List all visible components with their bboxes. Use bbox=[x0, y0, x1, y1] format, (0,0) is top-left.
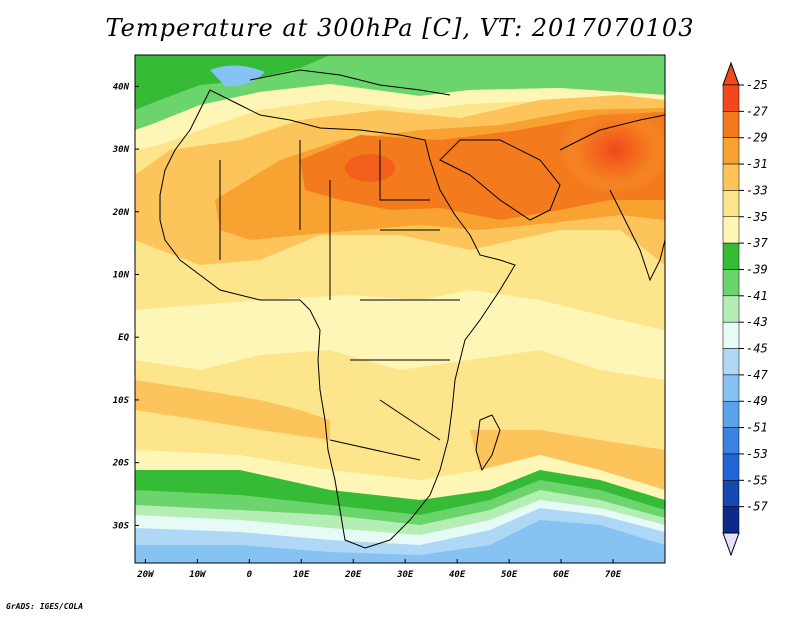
temperature-field bbox=[135, 55, 665, 563]
colorbar-bottom-arrow bbox=[722, 532, 740, 557]
colorbar-label: -51 bbox=[746, 421, 768, 435]
colorbar-top-arrow bbox=[722, 61, 740, 86]
colorbar-swatch bbox=[722, 163, 740, 191]
colorbar-label: -49 bbox=[746, 394, 768, 408]
lon-tick-label: 70E bbox=[605, 570, 622, 580]
lat-tick-label: 30N bbox=[112, 145, 130, 155]
colorbar-swatch bbox=[722, 269, 740, 297]
lon-tick-label: 0 bbox=[247, 570, 253, 580]
lat-tick-label: 10N bbox=[113, 271, 130, 281]
colorbar-label: -57 bbox=[746, 500, 768, 514]
lon-tick-label: 40E bbox=[449, 570, 466, 580]
colorbar-swatch bbox=[722, 506, 740, 534]
colorbar-swatch bbox=[722, 374, 740, 402]
colorbar-swatch bbox=[722, 190, 740, 218]
colorbar-label: -29 bbox=[746, 131, 768, 145]
colorbar-label: -39 bbox=[746, 262, 768, 276]
lat-tick-label: 30S bbox=[112, 521, 130, 531]
colorbar-label: -41 bbox=[746, 289, 768, 303]
lat-tick-label: EQ bbox=[118, 333, 129, 343]
colorbar-swatch bbox=[722, 242, 740, 270]
colorbar-swatch bbox=[722, 453, 740, 481]
coastlines bbox=[159, 69, 665, 549]
lon-tick-label: 20E bbox=[344, 570, 362, 580]
colorbar-swatch bbox=[722, 295, 740, 323]
lon-tick-label: 60E bbox=[553, 570, 570, 580]
colorbar-swatch bbox=[722, 348, 740, 376]
colorbar-swatch bbox=[722, 321, 740, 349]
colorbar-label: -31 bbox=[746, 157, 768, 171]
colorbar-label: -33 bbox=[746, 183, 768, 197]
colorbar-swatch bbox=[722, 216, 740, 244]
colorbar-label: -37 bbox=[746, 236, 768, 250]
colorbar-swatch bbox=[722, 427, 740, 455]
colorbar-swatch bbox=[722, 84, 740, 112]
latitude-axis: 40N 30N 20N 10N EQ 10S 20S 30S bbox=[112, 82, 139, 531]
colorbar-swatch bbox=[722, 137, 740, 165]
map-title: Temperature at 300hPa [C], VT: 201707010… bbox=[105, 14, 695, 42]
colorbar-swatch bbox=[722, 480, 740, 507]
colorbar-label: -55 bbox=[746, 473, 768, 487]
lat-tick-label: 10S bbox=[113, 396, 130, 406]
colorbar-label: -53 bbox=[746, 447, 768, 461]
colorbar-label: -25 bbox=[746, 78, 768, 92]
lon-tick-label: 50E bbox=[501, 570, 518, 580]
colorbar-label: -45 bbox=[746, 342, 768, 356]
colorbar-swatch bbox=[722, 111, 740, 138]
lon-tick-label: 10E bbox=[293, 570, 310, 580]
lon-tick-label: 20W bbox=[136, 570, 155, 580]
longitude-axis: 20W 10W 0 10E 20E 30E 40E 50E 60E 70E bbox=[136, 559, 622, 580]
lon-tick-label: 30E bbox=[396, 570, 414, 580]
colorbar-label: -27 bbox=[746, 104, 768, 118]
credit-text: GrADS: IGES/COLA bbox=[6, 602, 84, 611]
lon-tick-label: 10W bbox=[189, 570, 207, 580]
colorbar-swatch bbox=[722, 400, 740, 428]
plot-frame bbox=[134, 54, 666, 564]
colorbar-label: -35 bbox=[746, 210, 768, 224]
colorbar: -25 -27 -29 -31 -33 -35 -37 -39 -41 -43 -45 -47 -49 -… bbox=[722, 61, 768, 557]
colorbar-label: -47 bbox=[746, 368, 768, 382]
colorbar-label: -43 bbox=[746, 315, 768, 329]
lat-tick-label: 40N bbox=[113, 82, 130, 92]
lat-tick-label: 20S bbox=[112, 459, 130, 469]
lat-tick-label: 20N bbox=[112, 208, 130, 218]
